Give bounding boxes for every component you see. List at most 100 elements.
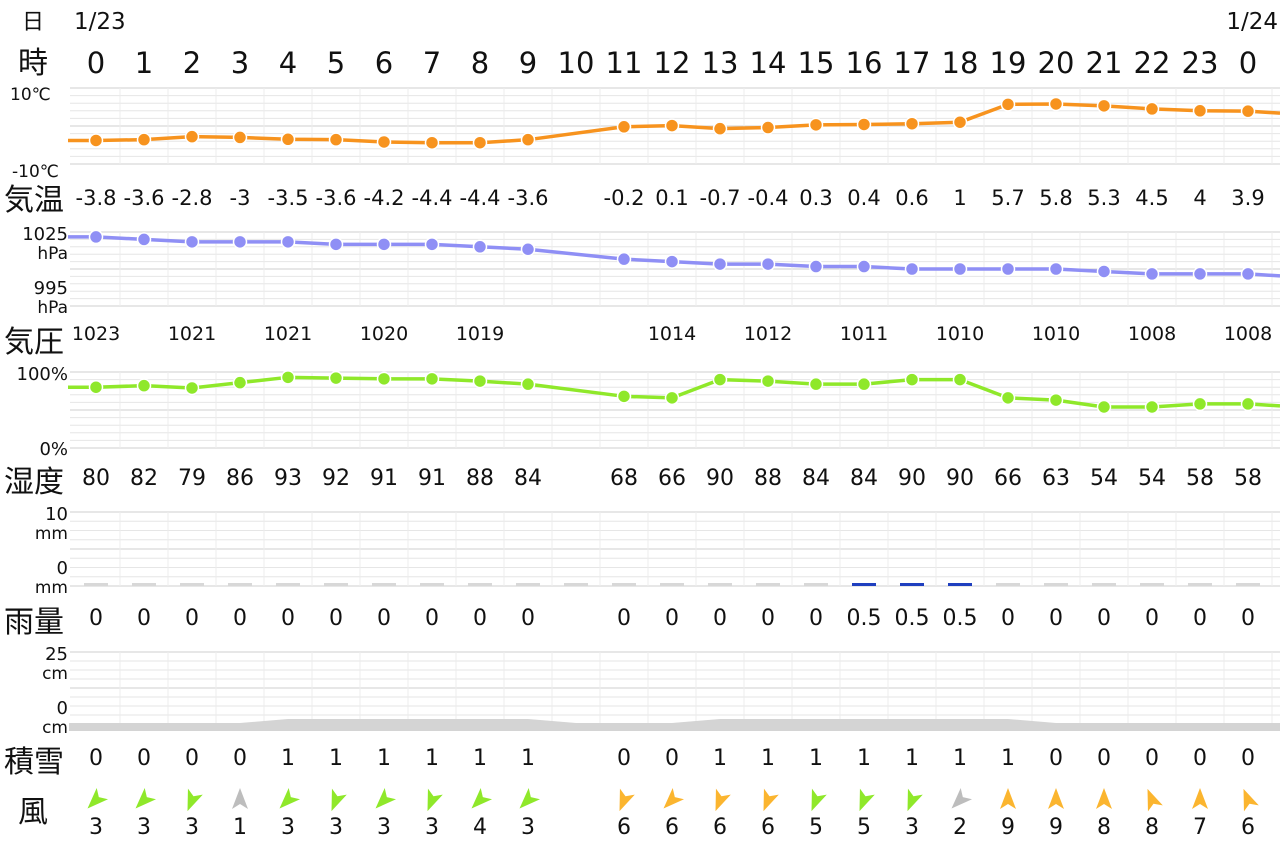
date-end: 1/24 xyxy=(1226,9,1278,35)
temp-point xyxy=(472,135,488,150)
pressure-point xyxy=(808,259,824,274)
rain-value-label: 0 xyxy=(617,606,631,631)
rain-value-label: 0.5 xyxy=(943,606,978,631)
snow-value-label: 1 xyxy=(713,746,727,771)
pressure-axis-bottom-unit: hPa xyxy=(37,298,68,318)
snow-row-label: 積雪 xyxy=(4,745,64,780)
rain-bar xyxy=(1140,583,1164,586)
humidity-axis-top: 100% xyxy=(17,364,68,385)
humidity-point xyxy=(1000,390,1016,406)
rain-value-label: 0 xyxy=(89,606,103,631)
pressure-point xyxy=(88,229,104,245)
humidity-point xyxy=(760,373,776,389)
pressure-point xyxy=(520,242,536,257)
temp-value-label: -3.6 xyxy=(316,186,357,210)
rain-value-label: 0 xyxy=(233,606,247,631)
pressure-point xyxy=(1240,266,1256,282)
hour-tick: 16 xyxy=(846,46,883,80)
wind-arrow-icon xyxy=(331,788,347,812)
pressure-value-label: 1008 xyxy=(1224,323,1272,345)
humidity-value-label: 79 xyxy=(178,466,206,491)
wind-speed-label: 3 xyxy=(521,815,535,840)
rain-bar xyxy=(708,583,732,586)
date-start: 1/23 xyxy=(74,9,126,35)
humidity-point xyxy=(328,370,344,386)
wind-arrow-icon xyxy=(1147,788,1163,812)
temp-series: -3.8 -3.6 -2.8 -3 -3.5 -3.6 -4.2 -4.4 -4.4 -3.6 -0… xyxy=(68,96,1280,210)
rain-bar xyxy=(468,583,492,586)
pressure-point xyxy=(1000,261,1016,277)
humidity-value-label: 63 xyxy=(1042,466,1070,491)
wind-speed-label: 9 xyxy=(1001,815,1015,840)
temp-value-label: 0.6 xyxy=(895,186,928,210)
humidity-value-label: 84 xyxy=(850,466,878,491)
wind-arrow-shape xyxy=(1000,788,1016,809)
temp-point xyxy=(1240,103,1256,119)
humidity-point xyxy=(1192,396,1208,412)
wind-speed-label: 3 xyxy=(137,815,151,840)
hour-tick: 7 xyxy=(423,46,441,80)
humidity-value-label: 90 xyxy=(898,466,926,491)
temp-point xyxy=(1096,98,1112,114)
humidity-point xyxy=(1096,399,1112,415)
snow-value-label: 0 xyxy=(665,746,679,771)
wind-speed-label: 2 xyxy=(953,815,967,840)
wind-arrow-shape xyxy=(135,787,157,809)
pressure-point xyxy=(856,259,872,274)
temp-point xyxy=(760,120,776,135)
pressure-point xyxy=(1192,266,1208,282)
snow-grid xyxy=(70,651,1280,725)
pressure-point xyxy=(616,251,632,267)
hour-tick: 22 xyxy=(1134,46,1171,80)
rain-value-label: 0 xyxy=(665,606,679,631)
humidity-point xyxy=(664,390,680,406)
pressure-point xyxy=(1144,266,1160,282)
snow-value-label: 0 xyxy=(617,746,631,771)
pressure-value-label: 1021 xyxy=(264,323,312,345)
humidity-value-label: 82 xyxy=(130,466,158,491)
humidity-point xyxy=(88,379,104,395)
wind-arrow-icon xyxy=(619,788,635,812)
pressure-point xyxy=(712,256,728,272)
rain-grid xyxy=(70,511,1280,587)
temp-line xyxy=(68,102,1280,145)
wind-speed-label: 3 xyxy=(329,815,343,840)
wind-arrow-shape xyxy=(187,788,203,812)
rain-bar xyxy=(84,583,108,586)
rain-series: 0 0 0 0 0 0 0 0 0 0 0 0 0 0 0 0.5 0.5 0.5 0 0 0 0 0 0 xyxy=(84,583,1260,631)
temp-point xyxy=(1000,97,1016,112)
wind-speed-label: 6 xyxy=(761,815,775,840)
rain-axis-top-value: 10 xyxy=(45,504,68,525)
temp-value-label: -4.4 xyxy=(412,186,453,210)
wind-arrow-icon xyxy=(1096,788,1112,809)
temp-value-label: 4.5 xyxy=(1135,186,1168,210)
wind-arrow-shape xyxy=(619,788,635,812)
temp-value-label: 5.8 xyxy=(1039,186,1072,210)
rain-bar xyxy=(900,583,924,586)
temp-point xyxy=(328,132,344,147)
wind-speed-label: 9 xyxy=(1049,815,1063,840)
temp-value-label: -0.2 xyxy=(604,186,645,210)
humidity-point xyxy=(1144,399,1160,415)
hour-tick: 4 xyxy=(279,46,297,80)
hour-tick: 5 xyxy=(327,46,345,80)
humidity-point xyxy=(808,376,824,392)
wind-arrow-shape xyxy=(232,788,248,809)
snow-axis-top-unit: cm xyxy=(42,664,68,684)
rain-bar xyxy=(996,583,1020,586)
snow-value-label: 0 xyxy=(1145,746,1159,771)
humidity-point xyxy=(1240,396,1256,412)
pressure-point xyxy=(952,261,968,277)
wind-arrow-shape xyxy=(279,787,301,809)
snow-axis-top-value: 25 xyxy=(45,644,68,665)
temp-point xyxy=(952,114,968,130)
hour-tick: 13 xyxy=(702,46,739,80)
wind-arrow-icon xyxy=(1000,788,1016,809)
pressure-value-label: 1020 xyxy=(360,323,408,345)
pressure-point xyxy=(328,237,344,252)
pressure-point xyxy=(1048,261,1064,277)
rain-axis-top-unit: mm xyxy=(35,524,68,544)
wind-arrow-icon xyxy=(715,788,731,812)
humidity-point xyxy=(616,389,632,404)
rain-value-label: 0 xyxy=(1193,606,1207,631)
